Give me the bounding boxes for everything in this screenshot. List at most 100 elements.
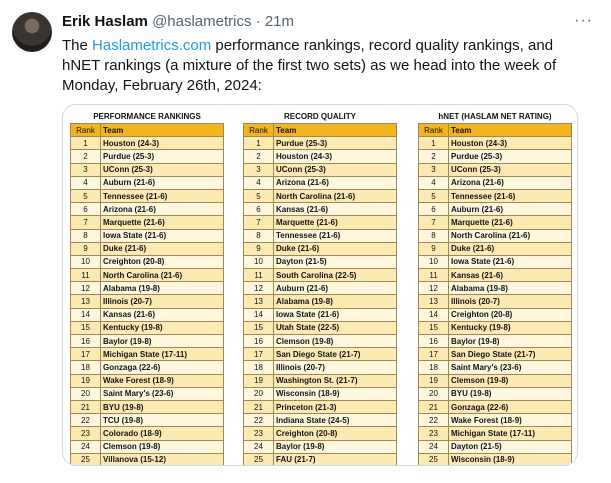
team-cell: Illinois (20-7) — [448, 294, 572, 309]
tweet-link[interactable]: Haslametrics.com — [92, 37, 212, 54]
table-row: 25 Wisconsin (18-9) — [418, 452, 572, 465]
table-row: 18 Illinois (20-7) — [243, 360, 397, 375]
tweet-media-image[interactable]: PERFORMANCE RANKINGS Rank Team 1 Houston … — [62, 104, 578, 466]
rank-cell: 3 — [418, 162, 449, 177]
rank-cell: 6 — [70, 202, 101, 217]
record-quality-panel: RECORD QUALITY Rank Team 1 Purdue (25-3) 2… — [243, 111, 397, 465]
table-row: 23 Colorado (18-9) — [70, 426, 224, 441]
more-options-icon[interactable]: ··· — [574, 12, 593, 29]
team-cell: Alabama (19-8) — [100, 281, 224, 296]
team-cell: Marquette (21-6) — [273, 215, 397, 230]
rank-cell: 17 — [418, 347, 449, 362]
team-cell: Iowa State (21-6) — [100, 228, 224, 243]
rank-cell: 22 — [418, 413, 449, 428]
timestamp[interactable]: 21m — [264, 13, 295, 30]
team-cell: Arizona (21-6) — [100, 202, 224, 217]
table-row: 16 Clemson (19-8) — [243, 333, 397, 349]
table-row: 2 Houston (24-3) — [243, 149, 397, 164]
table-row: 18 Gonzaga (22-6) — [70, 360, 224, 375]
rank-cell: 15 — [70, 320, 101, 336]
rank-cell: 13 — [418, 294, 449, 309]
rank-cell: 7 — [70, 215, 101, 230]
author-handle[interactable]: @haslametrics — [152, 13, 252, 30]
table-row: 2 Purdue (25-3) — [418, 149, 572, 164]
team-cell: Tennessee (21-6) — [273, 228, 397, 243]
team-cell: Iowa State (21-6) — [273, 307, 397, 322]
rank-cell: 12 — [243, 281, 274, 296]
team-cell: Illinois (20-7) — [273, 360, 397, 375]
team-cell: FAU (21-7) — [273, 452, 397, 465]
team-cell: San Diego State (21-7) — [448, 347, 572, 362]
rank-cell: 7 — [418, 215, 449, 230]
table-row: 10 Dayton (21-5) — [243, 254, 397, 270]
rank-cell: 1 — [243, 136, 274, 151]
table-row: 21 Gonzaga (22-6) — [418, 399, 572, 415]
rank-cell: 6 — [418, 202, 449, 217]
rank-cell: 17 — [243, 347, 274, 362]
team-cell: Kentucky (19-8) — [100, 320, 224, 336]
rank-cell: 23 — [418, 426, 449, 441]
team-cell: Princeton (21-3) — [273, 399, 397, 415]
team-cell: Creighton (20-8) — [448, 307, 572, 322]
table-row: 3 UConn (25-3) — [70, 162, 224, 177]
rank-cell: 1 — [70, 136, 101, 151]
team-cell: BYU (19-8) — [448, 386, 572, 401]
rank-cell: 21 — [418, 399, 449, 415]
table-row: 6 Kansas (21-6) — [243, 202, 397, 217]
rank-cell: 2 — [70, 149, 101, 164]
rank-header: Rank — [243, 122, 274, 138]
rank-cell: 13 — [70, 294, 101, 309]
rank-header: Rank — [418, 122, 449, 138]
team-cell: Creighton (20-8) — [100, 254, 224, 270]
tweet-text-before: The — [62, 37, 93, 54]
rank-cell: 20 — [70, 386, 101, 401]
team-cell: Houston (24-3) — [448, 136, 572, 151]
rankings-table: Rank Team 1 Houston (24-3) 2 Purdue (25-3) 3… — [70, 122, 224, 465]
table-row: 6 Arizona (21-6) — [70, 202, 224, 217]
table-row: 13 Illinois (20-7) — [418, 294, 572, 309]
rank-cell: 12 — [418, 281, 449, 296]
panel-title: RECORD QUALITY — [284, 112, 356, 121]
team-header: Team — [273, 122, 397, 138]
team-cell: Clemson (19-8) — [100, 439, 224, 454]
team-cell: Kansas (21-6) — [273, 202, 397, 217]
tweet-text-after: performance rankings, record quality ran… — [62, 37, 557, 94]
table-row: 9 Duke (21-6) — [418, 241, 572, 256]
table-row: 15 Kentucky (19-8) — [418, 320, 572, 336]
author-name[interactable]: Erik Haslam — [62, 13, 148, 30]
rank-cell: 11 — [243, 268, 274, 283]
team-cell: Marquette (21-6) — [448, 215, 572, 230]
table-row: 20 BYU (19-8) — [418, 386, 572, 401]
table-row: 21 BYU (19-8) — [70, 399, 224, 415]
team-cell: BYU (19-8) — [100, 399, 224, 415]
team-cell: Creighton (20-8) — [273, 426, 397, 441]
separator-dot: · — [255, 13, 261, 30]
avatar[interactable] — [12, 12, 52, 52]
rank-cell: 12 — [70, 281, 101, 296]
team-cell: Kansas (21-6) — [448, 268, 572, 283]
rank-cell: 4 — [243, 175, 274, 190]
rank-cell: 4 — [70, 175, 101, 190]
team-cell: Tennessee (21-6) — [100, 188, 224, 204]
team-cell: Illinois (20-7) — [100, 294, 224, 309]
table-row: 11 North Carolina (21-6) — [70, 268, 224, 283]
table-row: 10 Iowa State (21-6) — [418, 254, 572, 270]
rank-cell: 19 — [70, 373, 101, 388]
rank-cell: 21 — [70, 399, 101, 415]
rank-header: Rank — [70, 122, 101, 138]
performance-rankings-panel: PERFORMANCE RANKINGS Rank Team 1 Houston … — [70, 111, 224, 465]
table-row: 22 Indiana State (24-5) — [243, 413, 397, 428]
table-row: 4 Arizona (21-6) — [243, 175, 397, 190]
rank-cell: 22 — [243, 413, 274, 428]
team-cell: Wake Forest (18-9) — [448, 413, 572, 428]
team-cell: Utah State (22-5) — [273, 320, 397, 336]
rank-cell: 22 — [70, 413, 101, 428]
rank-cell: 14 — [243, 307, 274, 322]
team-cell: Wisconsin (18-9) — [273, 386, 397, 401]
rank-cell: 14 — [70, 307, 101, 322]
team-cell: Dayton (21-5) — [448, 439, 572, 454]
rank-cell: 21 — [243, 399, 274, 415]
table-row: 22 TCU (19-8) — [70, 413, 224, 428]
rank-cell: 8 — [243, 228, 274, 243]
rank-cell: 7 — [243, 215, 274, 230]
